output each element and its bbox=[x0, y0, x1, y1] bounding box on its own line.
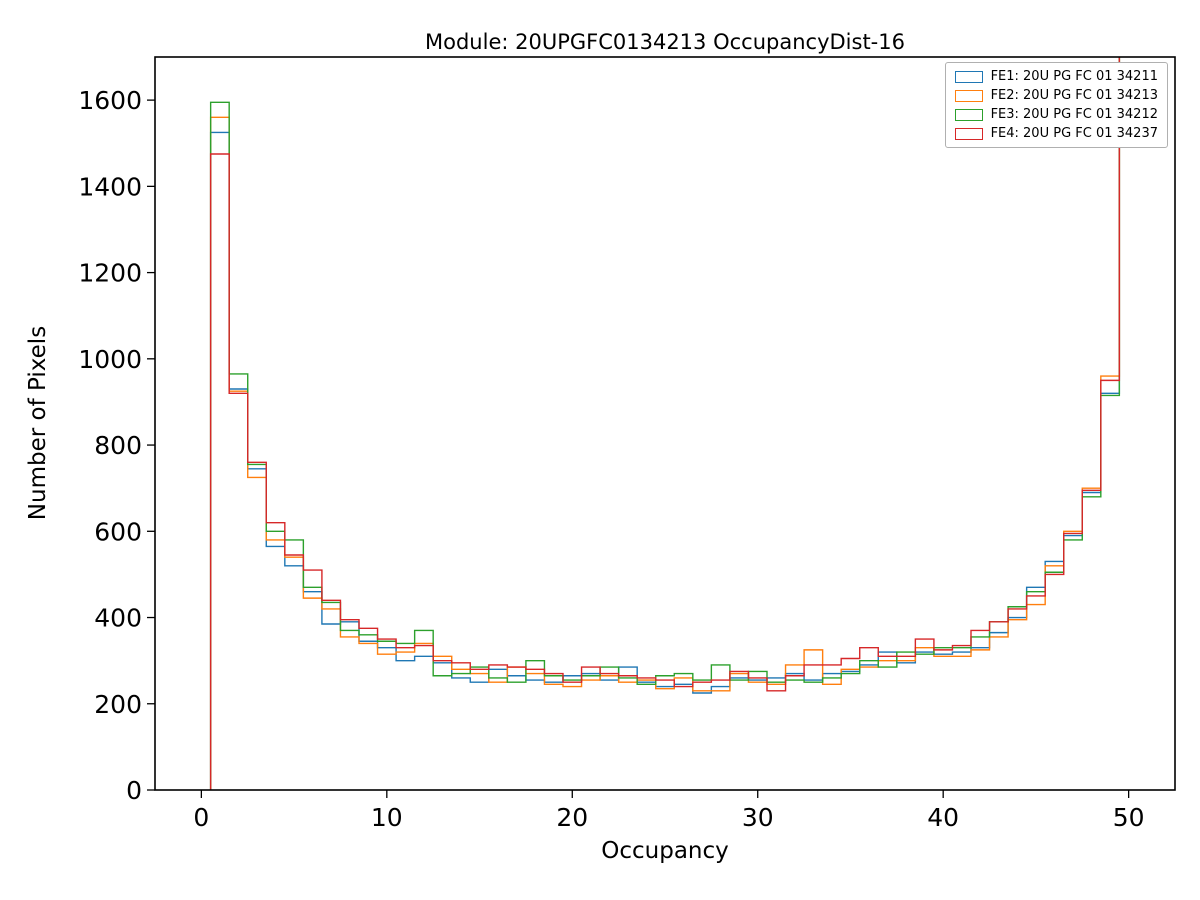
x-tick-label: 20 bbox=[556, 803, 588, 832]
legend-swatch bbox=[954, 108, 983, 121]
x-tick-label: 10 bbox=[371, 803, 403, 832]
y-tick-label: 600 bbox=[94, 517, 142, 546]
axes-frame bbox=[154, 56, 1176, 791]
legend: FE1: 20U PG FC 01 34211 FE2: 20U PG FC 01… bbox=[944, 62, 1168, 148]
y-tick-label: 1400 bbox=[78, 172, 142, 201]
x-axis-label: Occupancy bbox=[601, 838, 729, 864]
x-tick-label: 50 bbox=[1113, 803, 1145, 832]
legend-entry: FE3: 20U PG FC 01 34212 bbox=[954, 107, 1158, 122]
chart-title: Module: 20UPGFC0134213 OccupancyDist-16 bbox=[425, 30, 905, 54]
y-tick-label: 400 bbox=[94, 604, 142, 633]
legend-swatch bbox=[954, 70, 983, 83]
y-tick-label: 200 bbox=[94, 690, 142, 719]
y-tick-label: 800 bbox=[94, 431, 142, 460]
legend-swatch bbox=[954, 89, 983, 102]
legend-entry: FE2: 20U PG FC 01 34213 bbox=[954, 88, 1158, 103]
series-step-fe4 bbox=[209, 57, 1121, 790]
y-tick-label: 0 bbox=[126, 776, 142, 805]
legend-label: FE1: 20U PG FC 01 34211 bbox=[990, 69, 1158, 84]
legend-label: FE4: 20U PG FC 01 34237 bbox=[990, 126, 1158, 141]
legend-label: FE3: 20U PG FC 01 34212 bbox=[990, 107, 1158, 122]
legend-label: FE2: 20U PG FC 01 34213 bbox=[990, 88, 1158, 103]
legend-entry: FE4: 20U PG FC 01 34237 bbox=[954, 126, 1158, 141]
legend-entry: FE1: 20U PG FC 01 34211 bbox=[954, 69, 1158, 84]
y-tick-label: 1200 bbox=[78, 259, 142, 288]
y-tick-label: 1000 bbox=[78, 345, 142, 374]
series-step-fe3 bbox=[209, 57, 1121, 790]
x-tick-label: 0 bbox=[193, 803, 209, 832]
x-tick-label: 40 bbox=[927, 803, 959, 832]
y-tick-label: 1600 bbox=[78, 86, 142, 115]
x-tick-label: 30 bbox=[742, 803, 774, 832]
legend-swatch bbox=[954, 127, 983, 140]
